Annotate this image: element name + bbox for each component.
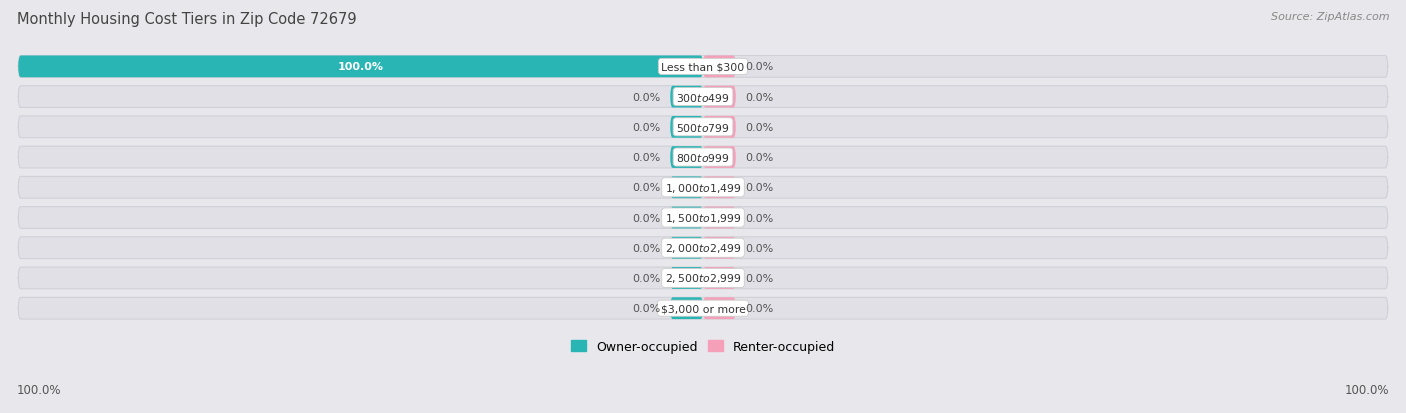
Text: 100.0%: 100.0%	[337, 62, 384, 72]
FancyBboxPatch shape	[703, 298, 735, 319]
Text: $300 to $499: $300 to $499	[676, 91, 730, 103]
Text: $3,000 or more: $3,000 or more	[661, 304, 745, 313]
Text: 0.0%: 0.0%	[633, 123, 661, 133]
Text: 0.0%: 0.0%	[745, 123, 773, 133]
FancyBboxPatch shape	[703, 268, 735, 289]
Text: $1,000 to $1,499: $1,000 to $1,499	[665, 181, 741, 194]
FancyBboxPatch shape	[671, 207, 703, 229]
FancyBboxPatch shape	[18, 268, 1388, 289]
Text: $800 to $999: $800 to $999	[676, 152, 730, 164]
FancyBboxPatch shape	[671, 116, 703, 138]
Text: 0.0%: 0.0%	[633, 243, 661, 253]
FancyBboxPatch shape	[703, 177, 735, 199]
FancyBboxPatch shape	[703, 116, 735, 138]
FancyBboxPatch shape	[703, 86, 735, 108]
FancyBboxPatch shape	[18, 237, 1388, 259]
FancyBboxPatch shape	[703, 207, 735, 229]
Text: Less than $300: Less than $300	[661, 62, 745, 72]
FancyBboxPatch shape	[18, 177, 1388, 199]
Text: 0.0%: 0.0%	[745, 273, 773, 283]
FancyBboxPatch shape	[18, 86, 1388, 108]
Text: 0.0%: 0.0%	[745, 304, 773, 313]
FancyBboxPatch shape	[671, 298, 703, 319]
Text: 0.0%: 0.0%	[745, 243, 773, 253]
Text: 100.0%: 100.0%	[1344, 384, 1389, 396]
FancyBboxPatch shape	[18, 116, 1388, 138]
Text: 0.0%: 0.0%	[633, 273, 661, 283]
Legend: Owner-occupied, Renter-occupied: Owner-occupied, Renter-occupied	[567, 335, 839, 358]
Text: 0.0%: 0.0%	[745, 183, 773, 193]
FancyBboxPatch shape	[703, 237, 735, 259]
Text: $1,500 to $1,999: $1,500 to $1,999	[665, 211, 741, 225]
FancyBboxPatch shape	[18, 56, 1388, 78]
FancyBboxPatch shape	[18, 56, 703, 78]
FancyBboxPatch shape	[18, 298, 1388, 319]
FancyBboxPatch shape	[671, 147, 703, 169]
Text: 0.0%: 0.0%	[633, 213, 661, 223]
FancyBboxPatch shape	[18, 147, 1388, 169]
FancyBboxPatch shape	[703, 56, 735, 78]
Text: Monthly Housing Cost Tiers in Zip Code 72679: Monthly Housing Cost Tiers in Zip Code 7…	[17, 12, 357, 27]
Text: 0.0%: 0.0%	[633, 304, 661, 313]
FancyBboxPatch shape	[703, 147, 735, 169]
Text: 0.0%: 0.0%	[745, 153, 773, 163]
Text: $500 to $799: $500 to $799	[676, 121, 730, 133]
FancyBboxPatch shape	[671, 268, 703, 289]
Text: 0.0%: 0.0%	[633, 153, 661, 163]
Text: $2,000 to $2,499: $2,000 to $2,499	[665, 242, 741, 255]
FancyBboxPatch shape	[671, 177, 703, 199]
Text: 0.0%: 0.0%	[633, 93, 661, 102]
Text: 0.0%: 0.0%	[745, 93, 773, 102]
Text: 0.0%: 0.0%	[745, 62, 773, 72]
FancyBboxPatch shape	[671, 237, 703, 259]
Text: 100.0%: 100.0%	[17, 384, 62, 396]
Text: $2,500 to $2,999: $2,500 to $2,999	[665, 272, 741, 285]
Text: 0.0%: 0.0%	[745, 213, 773, 223]
FancyBboxPatch shape	[671, 86, 703, 108]
Text: 0.0%: 0.0%	[633, 183, 661, 193]
FancyBboxPatch shape	[18, 207, 1388, 229]
Text: Source: ZipAtlas.com: Source: ZipAtlas.com	[1271, 12, 1389, 22]
